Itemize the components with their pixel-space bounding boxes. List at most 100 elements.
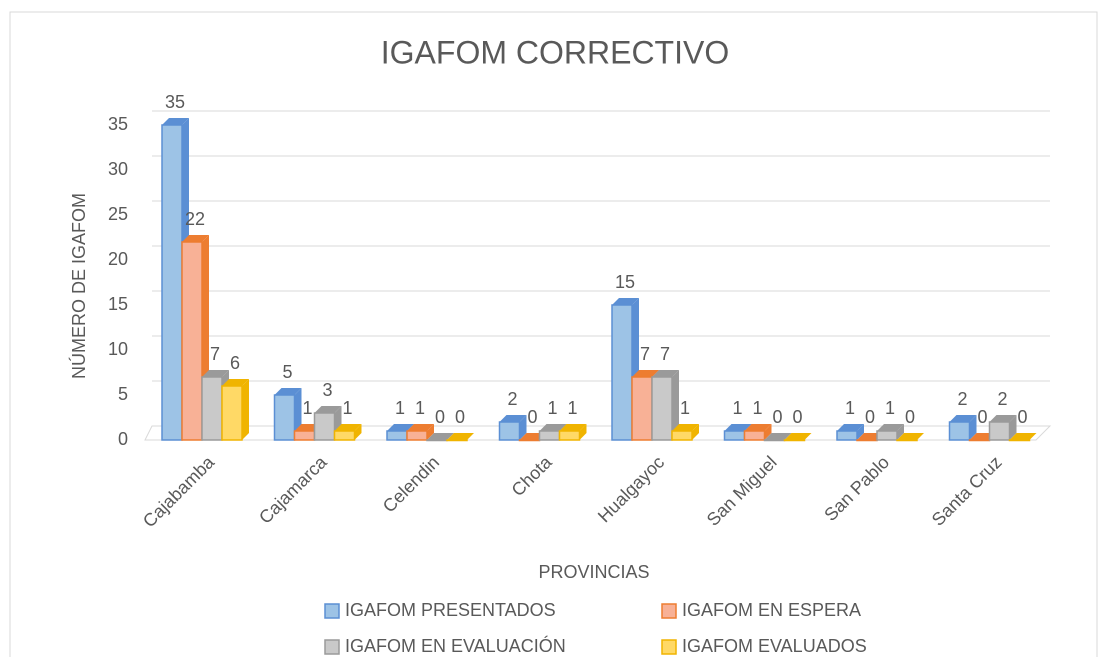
bar-top bbox=[202, 370, 229, 377]
legend-label: IGAFOM EN ESPERA bbox=[682, 600, 861, 620]
bar-front bbox=[611, 304, 633, 441]
bar bbox=[783, 433, 812, 442]
bar-front bbox=[273, 394, 296, 441]
bar-top bbox=[612, 298, 639, 305]
y-tick-label: 5 bbox=[118, 384, 128, 404]
value-label: 0 bbox=[977, 407, 987, 427]
value-label: 3 bbox=[322, 380, 332, 400]
bar-front bbox=[538, 430, 561, 441]
bar bbox=[896, 433, 924, 442]
value-label: 1 bbox=[415, 398, 425, 418]
bar bbox=[948, 415, 977, 441]
bar-side bbox=[969, 415, 977, 440]
bar-front bbox=[518, 439, 541, 442]
bar-top bbox=[1009, 433, 1037, 440]
value-label: 35 bbox=[165, 92, 185, 112]
bar-front bbox=[763, 439, 786, 442]
bar-top bbox=[222, 379, 249, 386]
legend-swatch bbox=[661, 603, 677, 619]
bar-front bbox=[671, 430, 693, 441]
value-label: 1 bbox=[732, 398, 742, 418]
bar-top bbox=[447, 433, 474, 440]
bar bbox=[671, 424, 699, 441]
bar-side bbox=[242, 379, 249, 440]
bar-side bbox=[354, 424, 362, 440]
bar-top bbox=[672, 424, 699, 431]
value-label: 0 bbox=[865, 407, 875, 427]
value-label: 15 bbox=[615, 272, 635, 292]
y-tick-label: 0 bbox=[118, 429, 128, 449]
value-label: 1 bbox=[680, 398, 690, 418]
bar bbox=[651, 370, 679, 441]
bar-front bbox=[723, 430, 746, 441]
bar-front bbox=[386, 430, 408, 441]
bar-top bbox=[182, 235, 209, 242]
legend-swatch bbox=[324, 639, 340, 655]
value-label: 1 bbox=[302, 398, 312, 418]
bar-top bbox=[559, 424, 587, 431]
bar-front bbox=[161, 124, 183, 441]
bar bbox=[743, 424, 772, 441]
y-tick-label: 15 bbox=[108, 294, 128, 314]
bar-side bbox=[692, 424, 699, 440]
bar bbox=[988, 415, 1017, 441]
bar-front bbox=[498, 421, 521, 441]
bar-front bbox=[181, 241, 203, 441]
value-label: 2 bbox=[507, 389, 517, 409]
bar-front bbox=[221, 385, 243, 441]
bar-front bbox=[896, 439, 918, 442]
value-label: 1 bbox=[845, 398, 855, 418]
value-label: 0 bbox=[1017, 407, 1027, 427]
bar-side bbox=[519, 415, 527, 440]
bar-top bbox=[652, 370, 679, 377]
bar-top bbox=[407, 424, 434, 431]
bar-front bbox=[293, 430, 316, 441]
value-label: 22 bbox=[185, 209, 205, 229]
bar-top bbox=[764, 433, 792, 440]
bar-side bbox=[1009, 415, 1017, 440]
bar bbox=[558, 424, 587, 441]
bar-front bbox=[426, 439, 448, 442]
legend-label: IGAFOM EVALUADOS bbox=[682, 636, 867, 656]
bar bbox=[221, 379, 249, 441]
bar-front bbox=[876, 430, 898, 441]
bar bbox=[876, 424, 904, 441]
bar-top bbox=[539, 424, 567, 431]
value-label: 2 bbox=[997, 389, 1007, 409]
bar-front bbox=[968, 439, 991, 442]
value-label: 1 bbox=[547, 398, 557, 418]
value-label: 1 bbox=[885, 398, 895, 418]
bar bbox=[763, 433, 792, 442]
y-tick-label: 20 bbox=[108, 249, 128, 269]
bar-front bbox=[446, 439, 468, 442]
value-label: 1 bbox=[395, 398, 405, 418]
bar-front bbox=[988, 421, 1011, 441]
bar-top bbox=[162, 118, 189, 125]
y-tick-label: 10 bbox=[108, 339, 128, 359]
bar-side bbox=[897, 424, 904, 440]
bar-side bbox=[579, 424, 587, 440]
y-tick-label: 25 bbox=[108, 204, 128, 224]
bar-top bbox=[499, 415, 527, 422]
bar-front bbox=[631, 376, 653, 441]
bar-front bbox=[948, 421, 971, 441]
legend-swatch bbox=[661, 639, 677, 655]
value-label: 1 bbox=[567, 398, 577, 418]
value-label: 0 bbox=[905, 407, 915, 427]
bar-front bbox=[1008, 439, 1031, 442]
bar-top bbox=[989, 415, 1017, 422]
bar-side bbox=[764, 424, 772, 440]
legend-label: IGAFOM PRESENTADOS bbox=[345, 600, 556, 620]
bar-side bbox=[427, 424, 434, 440]
bar-top bbox=[744, 424, 772, 431]
chart-title: IGAFOM CORRECTIVO bbox=[381, 34, 729, 70]
value-label: 0 bbox=[455, 407, 465, 427]
bar-top bbox=[724, 424, 752, 431]
bar-front bbox=[651, 376, 673, 441]
bar bbox=[333, 424, 362, 441]
bar-front bbox=[313, 412, 336, 441]
value-label: 0 bbox=[435, 407, 445, 427]
bar-front bbox=[836, 430, 858, 441]
value-label: 6 bbox=[230, 353, 240, 373]
